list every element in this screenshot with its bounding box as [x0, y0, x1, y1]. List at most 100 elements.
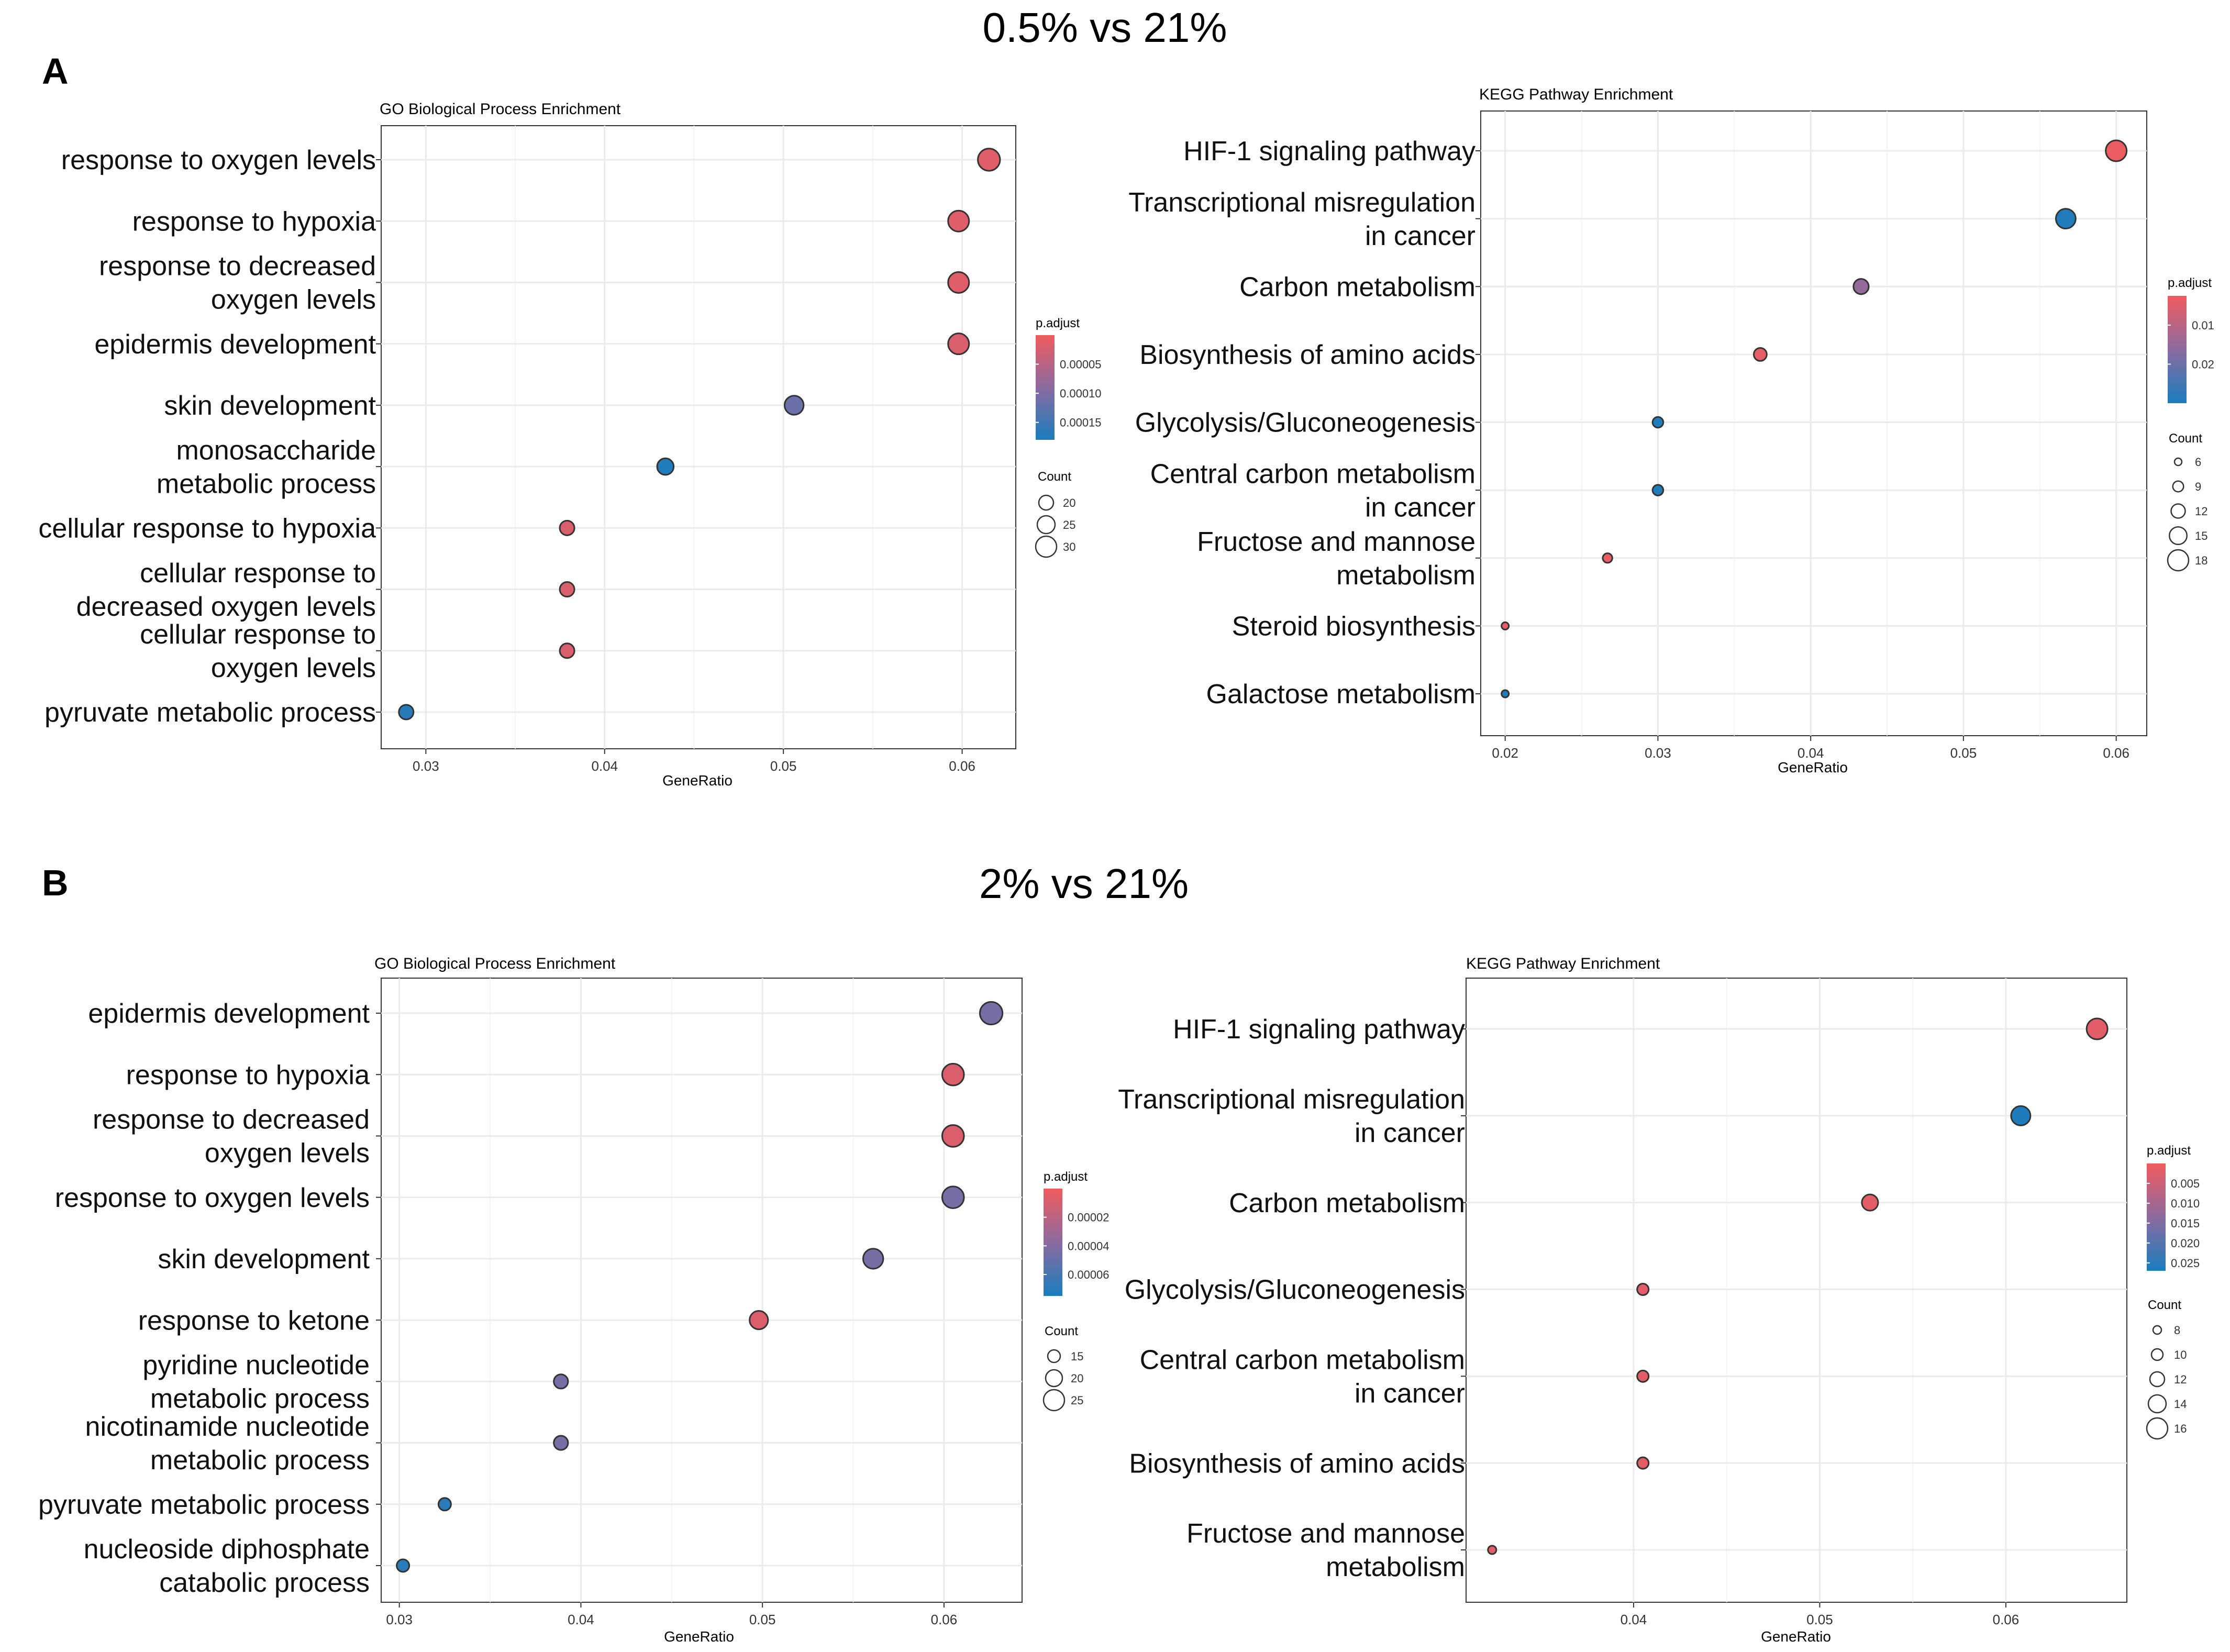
chart-b-go-point [553, 1373, 569, 1390]
chart-b-kegg-size-key [2150, 1348, 2164, 1361]
chart-a-go-term-label: response to oxygen levels [61, 145, 376, 175]
chart-a-kegg-size-key [2173, 457, 2183, 467]
chart-b-go-term-label: response to hypoxia [126, 1060, 370, 1090]
chart-a-kegg-term-label: Central carbon metabolism in cancer [1150, 459, 1475, 523]
chart-b-go-term-label: pyruvate metabolic process [38, 1490, 370, 1520]
chart-a-kegg-tick-label: 0.06 [2103, 745, 2129, 761]
charts-layer: 0.03 0.04 0.05 0.06 response to oxygen level… [38, 110, 2214, 1627]
chart-b-kegg-tick-label: 0.05 [1806, 1612, 1833, 1627]
chart-a-go-term-label-line: oxygen levels [211, 653, 376, 683]
chart-b-go-term-label-line: response to decreased [93, 1105, 370, 1135]
chart-b-kegg-term-label: Central carbon metabolism in cancer [1140, 1345, 1465, 1409]
chart-a-kegg-group: 0.02 0.03 0.04 0.05 0.06 HIF-1 signaling path… [1128, 110, 2214, 761]
chart-a-go-size-label: 30 [1063, 540, 1075, 553]
chart-a-kegg-point [1651, 484, 1665, 496]
chart-a-kegg-term-label-line: HIF-1 signaling pathway [1183, 136, 1475, 167]
chart-b-kegg-term-label-line: in cancer [1355, 1118, 1465, 1148]
chart-a-go-colorbar-label: 0.00005 [1060, 358, 1102, 371]
legend-b-go-color-title: p.adjust [1044, 1170, 1088, 1184]
legend-b-kegg-size-title: Count [2148, 1298, 2181, 1312]
chart-b-go-term-label-line: nucleoside diphosphate [84, 1534, 370, 1565]
chart-a-kegg-term-label-line: Biosynthesis of amino acids [1139, 340, 1475, 370]
chart-b-go-point [941, 1124, 965, 1148]
chart-b-kegg-point [1636, 1456, 1650, 1470]
chart-b-go-point [941, 1062, 965, 1086]
legend-b-go-size-title: Count [1045, 1324, 1078, 1338]
chart-a-go-size-key [1038, 494, 1055, 511]
chart-b-go-colorbar-label: 0.00002 [1068, 1211, 1110, 1224]
chart-a-go-point [783, 395, 805, 416]
chart-b-kegg-term-label: Biosynthesis of amino acids [1129, 1448, 1465, 1479]
chart-b-go-size-key [1047, 1349, 1061, 1363]
chart-a-kegg-term-label-line: Central carbon metabolism [1150, 459, 1475, 489]
chart-a-kegg-colorbar-label: 0.02 [2192, 358, 2214, 371]
chart-b-kegg-term-label-line: metabolism [1326, 1552, 1465, 1582]
chart-a-go-tick-label: 0.06 [949, 758, 975, 774]
chart-a-go-term-label: epidermis development [94, 329, 376, 360]
chart-b-kegg-size-label: 8 [2174, 1324, 2180, 1337]
chart-a-kegg-size-label: 6 [2195, 456, 2201, 469]
chart-a-kegg-term-label-line: Transcriptional misregulation [1128, 187, 1475, 218]
chart-a-kegg-size-key [2167, 549, 2190, 572]
chart-a-go-point [559, 642, 575, 659]
chart-a-go-term-label-line: cellular response to hypoxia [38, 514, 376, 544]
chart-b-go-term-label: skin development [158, 1244, 370, 1274]
chart-b-go-point [553, 1435, 569, 1451]
chart-a-go-term-label: cellular response to oxygen levels [140, 619, 376, 683]
chart-b-go-term-label-line: metabolic process [150, 1445, 370, 1476]
chart-b-kegg-term-label: Fructose and mannose metabolism [1186, 1518, 1465, 1582]
chart-a-kegg-term-label: Glycolysis/Gluconeogenesis [1135, 408, 1475, 438]
chart-a-kegg-tick-label: 0.04 [1798, 745, 1824, 761]
chart-a-go-term-label-line: epidermis development [94, 329, 376, 360]
chart-b-kegg-size-label: 16 [2174, 1422, 2187, 1435]
chart-b-kegg-colorbar [2147, 1163, 2166, 1271]
chart-b-go-point [862, 1248, 884, 1270]
chart-a-go-group: 0.03 0.04 0.05 0.06 response to oxygen level… [38, 125, 1102, 774]
chart-b-go-term-label: pyridine nucleotide metabolic process [142, 1350, 370, 1414]
chart-a-go-term-label: monosaccharide metabolic process [157, 435, 376, 499]
chart-b-go-tick-label: 0.05 [749, 1612, 776, 1627]
chart-a-kegg-term-label-line: Fructose and mannose [1197, 527, 1475, 557]
chart-b-go-size-label: 25 [1071, 1394, 1083, 1407]
panel-b-heading: 2% vs 21% [979, 860, 1189, 907]
chart-b-go-size-key [1045, 1369, 1063, 1388]
chart-a-kegg-point [2055, 208, 2077, 230]
chart-b-kegg-colorbar-label: 0.020 [2171, 1237, 2200, 1250]
chart-b-go-term-label: response to oxygen levels [55, 1183, 370, 1213]
chart-a-kegg-point [1852, 278, 1870, 295]
chart-a-go-term-label-line: pyruvate metabolic process [45, 697, 376, 728]
chart-a-kegg-term-label: Transcriptional misregulation in cancer [1128, 187, 1475, 251]
chart-a-go-term-label-line: cellular response to [140, 558, 376, 589]
chart-a-go-tick-label: 0.03 [413, 758, 439, 774]
chart-b-kegg-point [1487, 1545, 1497, 1555]
chart-a-go-point [559, 519, 575, 536]
chart-b-kegg-size-label: 14 [2174, 1398, 2187, 1411]
chart-b-kegg-xlabel: GeneRatio [1761, 1628, 1831, 1645]
chart-a-kegg-term-label-line: in cancer [1365, 492, 1475, 523]
chart-b-kegg-point [2010, 1105, 2032, 1126]
chart-b-go-term-label-line: metabolic process [150, 1384, 370, 1414]
chart-b-go-title: GO Biological Process Enrichment [374, 955, 616, 972]
chart-b-go-term-label-line: pyruvate metabolic process [38, 1490, 370, 1520]
chart-b-go-size-label: 20 [1071, 1372, 1083, 1385]
chart-b-go-group: 0.03 0.04 0.05 0.06 epidermis development res… [38, 978, 1110, 1627]
panel-b-letter: B [42, 862, 69, 903]
chart-b-go-term-label: epidermis development [88, 999, 370, 1029]
chart-b-kegg-size-key [2147, 1394, 2167, 1414]
chart-a-kegg-tick-label: 0.02 [1492, 745, 1518, 761]
chart-a-kegg-size-key [2169, 526, 2188, 545]
chart-a-go-size-label: 25 [1063, 518, 1075, 531]
chart-a-kegg-colorbar [2168, 296, 2187, 403]
chart-b-go-term-label-line: response to ketone [138, 1305, 370, 1336]
chart-b-kegg-term-label-line: Glycolysis/Gluconeogenesis [1125, 1275, 1465, 1305]
chart-b-kegg-size-label: 12 [2174, 1373, 2187, 1386]
chart-b-go-frame [381, 978, 1023, 1603]
chart-b-go-point [396, 1558, 411, 1573]
chart-a-kegg-term-label: HIF-1 signaling pathway [1183, 136, 1475, 167]
chart-a-kegg-term-label-line: Steroid biosynthesis [1232, 612, 1475, 642]
chart-b-kegg-size-key [2149, 1371, 2166, 1388]
chart-b-kegg-term-label-line: Central carbon metabolism [1140, 1345, 1465, 1376]
chart-b-go-tick-label: 0.06 [931, 1612, 958, 1627]
chart-a-kegg-term-label-line: in cancer [1365, 221, 1475, 251]
chart-b-kegg-size-key [2146, 1417, 2169, 1440]
